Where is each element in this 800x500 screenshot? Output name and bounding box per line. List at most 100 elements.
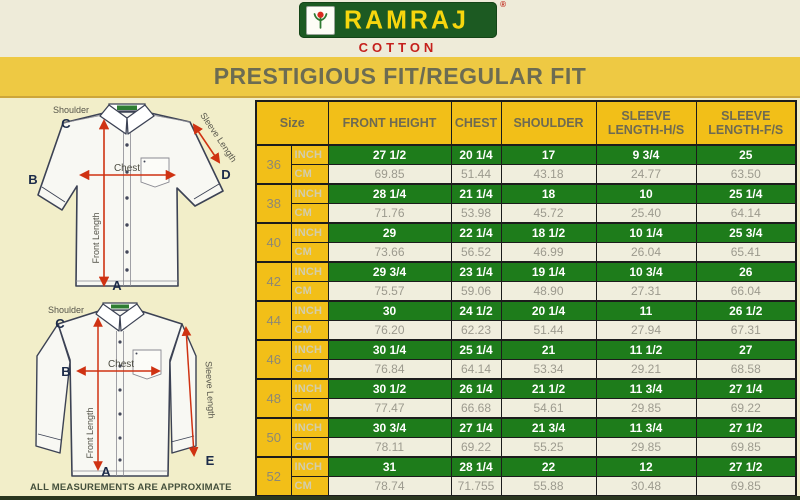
brand-name: RAMRAJ [344, 4, 469, 35]
measurement-cell-cm: 71.755 [450, 476, 502, 497]
unit-cell-cm: CM [290, 359, 329, 380]
inch-row: 36 INCH 27 1/2 20 1/4 17 9 3/4 25 [255, 144, 797, 185]
measurement-cell-inch: 25 [695, 144, 797, 165]
measurement-cell-inch: 27 1/4 [450, 417, 502, 438]
column-header: CHEST [450, 100, 502, 146]
measurement-cell-cm: 69.85 [327, 164, 452, 185]
point-b: B [28, 172, 37, 187]
measurement-cell-cm: 51.44 [500, 320, 597, 341]
measurement-cell-cm: 29.21 [595, 359, 697, 380]
page-title: PRESTIGIOUS FIT/REGULAR FIT [213, 63, 587, 89]
unit-cell-inch: INCH [290, 417, 329, 438]
title-banner: PRESTIGIOUS FIT/REGULAR FIT [0, 57, 800, 98]
table-body: 36 INCH 27 1/2 20 1/4 17 9 3/4 25 CM 69.85 51.44 4… [255, 144, 797, 497]
cm-row: CM 76.20 62.23 51.44 27.94 67.31 [256, 320, 797, 341]
measurement-cell-inch: 27 1/2 [695, 456, 797, 477]
measurement-cell-inch: 24 1/2 [450, 300, 502, 321]
measurement-cell-inch: 25 1/4 [450, 339, 502, 360]
cotton-plant-icon [306, 5, 335, 35]
measurement-diagrams: Shoulder C B D A Chest Front Length Slee… [0, 98, 254, 496]
measurement-cell-inch: 18 1/2 [500, 222, 597, 243]
measurement-cell-cm: 25.40 [595, 203, 697, 224]
cm-row: CM 69.85 51.44 43.18 24.77 63.50 [256, 164, 797, 185]
column-header: SHOULDER [500, 100, 597, 146]
measurement-cell-inch: 25 1/4 [695, 183, 797, 204]
measurement-cell-inch: 21 3/4 [500, 417, 597, 438]
measurement-cell-cm: 29.85 [595, 398, 697, 419]
collar-label [117, 105, 137, 110]
cm-row: CM 71.76 53.98 45.72 25.40 64.14 [256, 203, 797, 224]
measurement-cell-cm: 43.18 [500, 164, 597, 185]
measurement-cell-cm: 59.06 [450, 281, 502, 302]
measurement-cell-inch: 10 [595, 183, 697, 204]
measurement-cell-cm: 55.88 [500, 476, 597, 497]
point-b: B [61, 364, 70, 379]
measurement-cell-cm: 64.14 [450, 359, 502, 380]
unit-cell-inch: INCH [290, 378, 329, 399]
unit-cell-inch: INCH [290, 261, 329, 282]
cm-row: CM 78.74 71.755 55.88 30.48 69.85 [256, 476, 797, 497]
column-header: Size [255, 100, 329, 146]
measurement-cell-inch: 25 3/4 [695, 222, 797, 243]
measurement-cell-inch: 23 1/4 [450, 261, 502, 282]
size-cell: 38 [255, 183, 292, 224]
size-cell: 36 [255, 144, 292, 185]
measurement-cell-cm: 63.50 [695, 164, 797, 185]
unit-cell-cm: CM [290, 242, 329, 263]
measurement-cell-cm: 64.14 [695, 203, 797, 224]
measurement-cell-cm: 45.72 [500, 203, 597, 224]
measurement-cell-cm: 69.85 [695, 437, 797, 458]
measurement-cell-cm: 66.68 [450, 398, 502, 419]
brand-subtitle: COTTON [358, 40, 438, 55]
inch-row: 42 INCH 29 3/4 23 1/4 19 1/4 10 3/4 26 [255, 261, 797, 302]
point-c: C [61, 116, 71, 131]
measurement-cell-inch: 12 [595, 456, 697, 477]
unit-cell-inch: INCH [290, 339, 329, 360]
measurement-cell-inch: 11 3/4 [595, 378, 697, 399]
size-chart: Size FRONT HEIGHT CHEST SHOULDER SLEEVE LENG… [255, 100, 798, 497]
measurement-cell-inch: 28 1/4 [450, 456, 502, 477]
measurement-cell-cm: 53.34 [500, 359, 597, 380]
measurement-cell-cm: 30.48 [595, 476, 697, 497]
column-header: SLEEVE LENGTH-H/S [595, 100, 697, 146]
size-cell: 40 [255, 222, 292, 263]
size-cell: 42 [255, 261, 292, 302]
unit-cell-cm: CM [290, 320, 329, 341]
measurement-cell-cm: 76.20 [327, 320, 452, 341]
front-length-label: Front Length [85, 407, 95, 458]
short-sleeve-shirt-diagram: Shoulder C B D A Chest Front Length Slee… [28, 103, 239, 293]
measurement-cell-cm: 54.61 [500, 398, 597, 419]
unit-cell-cm: CM [290, 203, 329, 224]
measurement-cell-inch: 26 1/4 [450, 378, 502, 399]
measurement-cell-cm: 27.31 [595, 281, 697, 302]
measurement-cell-cm: 67.31 [695, 320, 797, 341]
point-a: A [101, 464, 111, 479]
shoulder-label: Shoulder [53, 105, 89, 115]
measurement-cell-inch: 11 [595, 300, 697, 321]
measurement-cell-inch: 11 3/4 [595, 417, 697, 438]
pocket [140, 157, 170, 188]
measurement-cell-cm: 78.74 [327, 476, 452, 497]
inch-row: 52 INCH 31 28 1/4 22 12 27 1/2 [255, 456, 797, 497]
bottom-border-strip [0, 496, 800, 500]
cm-row: CM 77.47 66.68 54.61 29.85 69.22 [256, 398, 797, 419]
inch-row: 38 INCH 28 1/4 21 1/4 18 10 25 1/4 [255, 183, 797, 224]
inch-row: 44 INCH 30 24 1/2 20 1/4 11 26 1/2 [255, 300, 797, 341]
registered-trademark: ® [500, 0, 506, 9]
measurement-cell-cm: 76.84 [327, 359, 452, 380]
unit-cell-cm: CM [290, 164, 329, 185]
measurement-cell-inch: 10 1/4 [595, 222, 697, 243]
shirt-body [57, 309, 183, 477]
measurement-cell-inch: 21 1/4 [450, 183, 502, 204]
unit-cell-cm: CM [290, 398, 329, 419]
sleeve-length-arrow [181, 326, 199, 457]
measurement-cell-inch: 26 [695, 261, 797, 282]
measurement-cell-cm: 69.22 [450, 437, 502, 458]
inch-row: 40 INCH 29 22 1/4 18 1/2 10 1/4 25 3/4 [255, 222, 797, 263]
measurement-cell-inch: 21 [500, 339, 597, 360]
measurement-cell-inch: 19 1/4 [500, 261, 597, 282]
point-c: C [55, 316, 65, 331]
inch-row: 48 INCH 30 1/2 26 1/4 21 1/2 11 3/4 27 1/4 [255, 378, 797, 419]
measurement-cell-inch: 27 1/2 [695, 417, 797, 438]
measurements-disclaimer: ALL MEASUREMENTS ARE APPROXIMATE [30, 482, 232, 493]
